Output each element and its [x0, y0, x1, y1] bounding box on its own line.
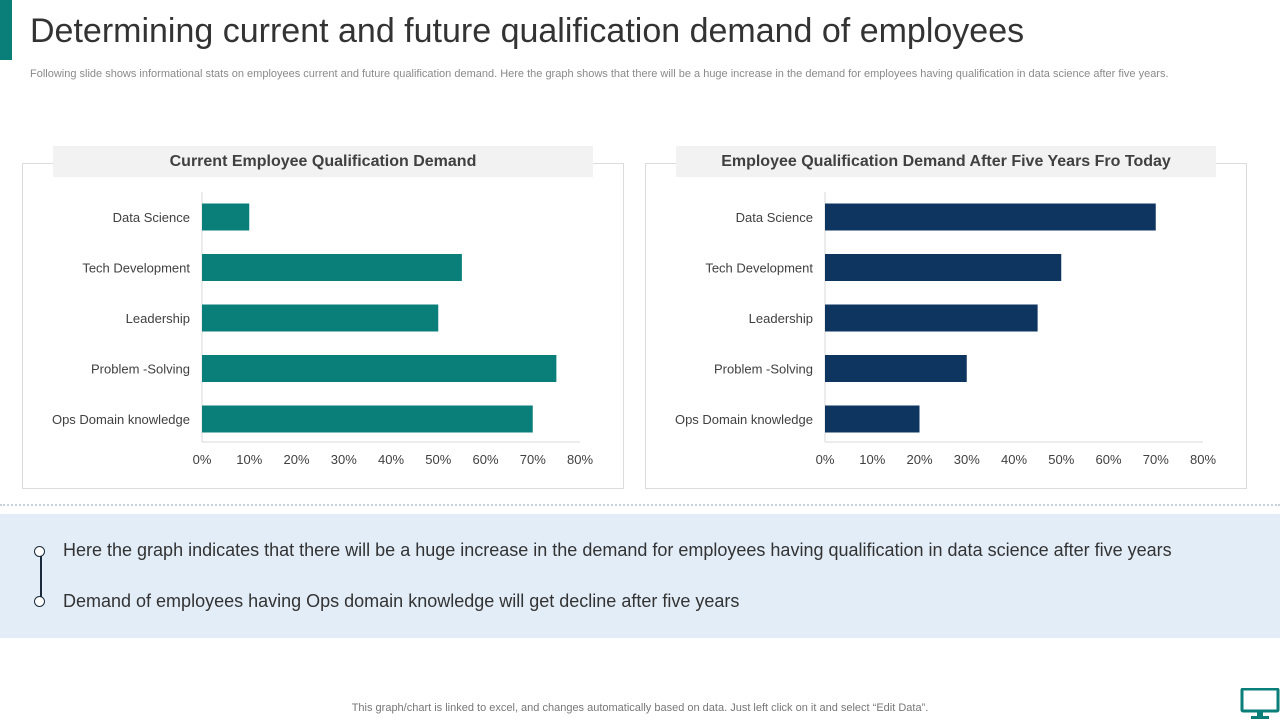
category-label: Data Science	[113, 210, 190, 225]
future-demand-chart: Data Science Tech Development Leadership Pr…	[675, 192, 1216, 467]
x-tick-label: 60%	[472, 452, 498, 467]
page-subtitle: Following slide shows informational stat…	[30, 68, 1169, 80]
x-tick-label: 20%	[906, 452, 932, 467]
x-tick-label: 40%	[378, 452, 404, 467]
x-tick-label: 70%	[1143, 452, 1169, 467]
bullet-circle-icon	[34, 596, 45, 607]
bar	[202, 203, 250, 231]
x-tick-label: 70%	[520, 452, 546, 467]
x-tick-label: 10%	[859, 452, 885, 467]
x-tick-label: 80%	[1190, 452, 1216, 467]
x-tick-label: 80%	[567, 452, 593, 467]
category-label: Leadership	[749, 311, 813, 326]
bar	[825, 355, 967, 382]
bullet-circle-icon	[34, 546, 45, 557]
takeaways-box	[0, 514, 1280, 638]
future-demand-chart-title: Employee Qualification Demand After Five…	[676, 146, 1216, 177]
category-label: Problem -Solving	[714, 362, 813, 377]
future-demand-chart-panel: Data Science Tech Development Leadership Pr…	[645, 163, 1247, 489]
takeaway-text: Demand of employees having Ops domain kn…	[63, 591, 740, 611]
category-label: Ops Domain knowledge	[675, 412, 813, 427]
takeaway-text: Here the graph indicates that there will…	[63, 540, 1172, 560]
category-label: Tech Development	[705, 261, 813, 276]
x-tick-label: 0%	[816, 452, 835, 467]
bar	[202, 304, 439, 332]
x-tick-label: 0%	[193, 452, 212, 467]
title-accent-bar	[0, 0, 12, 60]
bullet-connector	[40, 552, 42, 602]
bar	[825, 254, 1062, 281]
category-label: Problem -Solving	[91, 362, 190, 377]
category-label: Ops Domain knowledge	[52, 412, 190, 427]
page-title: Determining current and future qualifica…	[30, 12, 1025, 50]
category-label: Tech Development	[82, 261, 190, 276]
section-divider	[0, 504, 1280, 506]
x-tick-label: 30%	[954, 452, 980, 467]
category-label: Data Science	[736, 210, 813, 225]
monitor-icon	[1240, 688, 1280, 719]
bar	[825, 203, 1156, 231]
x-tick-label: 30%	[331, 452, 357, 467]
bar	[202, 405, 533, 433]
x-tick-label: 50%	[425, 452, 451, 467]
x-tick-label: 40%	[1001, 452, 1027, 467]
current-demand-chart-panel: Data Science Tech Development Leadership Pr…	[22, 163, 624, 489]
category-label: Leadership	[126, 311, 190, 326]
footer-note: This graph/chart is linked to excel, and…	[351, 702, 929, 714]
bar	[825, 405, 920, 433]
current-demand-chart-title: Current Employee Qualification Demand	[53, 146, 593, 177]
bar	[202, 355, 557, 382]
x-tick-label: 10%	[236, 452, 262, 467]
bar	[202, 254, 462, 281]
current-demand-chart: Data Science Tech Development Leadership Pr…	[52, 192, 593, 467]
x-tick-label: 50%	[1048, 452, 1074, 467]
x-tick-label: 60%	[1095, 452, 1121, 467]
x-tick-label: 20%	[283, 452, 309, 467]
bar	[825, 304, 1038, 332]
